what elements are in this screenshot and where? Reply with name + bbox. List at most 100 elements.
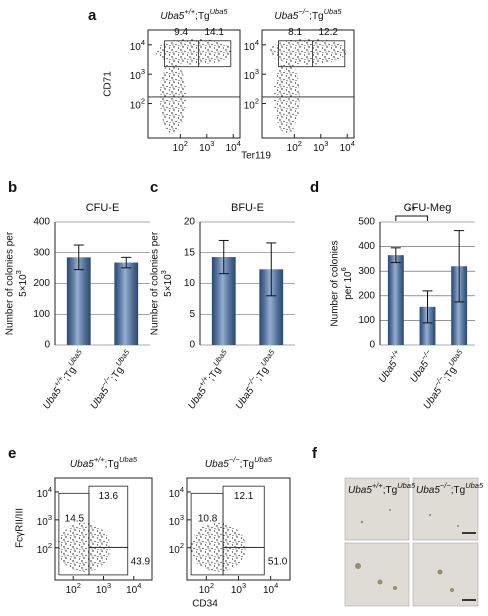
tick-base: 10 [37,489,49,500]
tick-exp: 3 [324,139,328,148]
label-part: Uba5 [421,385,444,411]
superscript: 3 [159,270,168,274]
tick-base: 10 [313,143,325,154]
y-tick-label: 400 [33,217,50,228]
x-tick-label: 102 [173,139,188,154]
gate-percentage: 9.4 [174,27,188,38]
superscript: Uba5 [210,7,229,16]
y-tick-label: 103 [37,513,52,528]
x-axis-label: CD34 [192,599,218,610]
y-tick-label: 500 [358,217,375,228]
label-part: 5×10 [163,274,174,297]
tick-base: 10 [173,143,185,154]
y-tick-label: 300 [33,247,50,258]
gate-percentage: 10.8 [198,513,218,524]
y-tick-label: 300 [358,266,375,277]
x-tick-label: 104 [226,139,241,154]
x-tick-label: Uba5+/+ [374,347,406,384]
x-tick-label: 104 [263,581,278,596]
plot-frame [147,29,241,139]
cell [450,588,454,592]
superscript: −/− [298,7,309,16]
image-title: Uba5+/+;TgUba5 [348,481,416,496]
cell [393,586,397,590]
gate-percentage: 14.1 [205,27,225,38]
cell [457,525,459,527]
tick-exp: 3 [255,67,259,76]
y-tick-label: 10 [184,278,196,289]
tick-base: 10 [130,100,142,111]
tick-exp: 3 [180,513,184,522]
chart-title: CFU-Meg [404,202,452,214]
tick-exp: 3 [48,513,52,522]
tick-exp: 2 [180,541,184,550]
significance-bracket [395,215,428,221]
y-axis-label: Number of colonies per [5,231,16,335]
x-tick-label: Uba5−/−;TgUba5 [230,347,281,411]
superscript: Uba5 [254,455,273,464]
cell [377,579,383,585]
cell [355,563,361,569]
bar-sheen [451,266,468,345]
y-axis-label: 5×103 [159,270,174,297]
tick-base: 10 [130,41,142,52]
x-tick-label: 103 [313,139,328,154]
tick-base: 10 [340,143,352,154]
dot-cloud [190,522,246,572]
label-part: Uba5 [348,485,372,496]
gate [164,40,232,68]
y-axis-label: FcγRII/III [15,508,26,548]
gate-percentage: 51.0 [268,556,288,567]
x-tick-label: Uba5−/− [405,347,437,384]
cell [389,509,391,511]
gate [278,40,346,68]
label-part: ;Tg [383,485,397,496]
superscript: Uba5 [66,347,84,368]
gate-percentage: 8.1 [288,27,302,38]
cell [437,569,443,575]
y-tick-label: 100 [358,315,375,326]
tick-exp: 3 [210,139,214,148]
tick-base: 10 [37,544,49,555]
x-tick-label: 102 [287,139,302,154]
label-part: Uba5 [88,385,111,411]
micrograph [344,477,410,541]
superscript: 3 [14,270,23,274]
panel-label: e [8,445,16,462]
y-axis-label: 5×103 [14,270,29,297]
x-tick-label: 103 [231,581,246,596]
micrograph [344,542,410,607]
label-part: ;Tg [195,11,209,22]
y-tick-label: 104 [37,485,52,500]
y-tick-label: 200 [358,290,375,301]
tick-exp: 4 [141,38,145,47]
plot-title: Uba5+/+;TgUba5 [70,455,138,470]
y-tick-label: 20 [184,217,196,228]
bar-sheen [259,269,284,345]
label-part: Uba5 [205,459,229,470]
y-tick-label: 102 [37,541,52,556]
y-axis-label: Number of colonies per [150,231,161,335]
tick-exp: 4 [180,485,184,494]
bar-sheen [387,255,404,345]
plot-title: Uba5−/−;TgUba5 [205,455,273,470]
y-tick-label: 103 [169,513,184,528]
gate [222,546,265,576]
y-tick-label: 400 [358,241,375,252]
superscript: Uba5 [465,481,484,490]
cell [428,513,432,517]
superscript: −/− [440,481,451,490]
superscript: +/+ [94,455,105,464]
label-part: ;Tg [309,11,323,22]
chart-title: BFU-E [231,202,264,214]
y-tick-label: 102 [244,97,259,112]
bar-sheen [66,257,91,345]
dot-cloud [269,38,347,65]
tick-exp: 4 [48,485,52,494]
plot-frame [261,29,355,139]
tick-base: 10 [263,585,275,596]
superscript: Uba5 [211,347,229,368]
tick-exp: 4 [351,139,355,148]
label-part: Uba5 [160,11,184,22]
